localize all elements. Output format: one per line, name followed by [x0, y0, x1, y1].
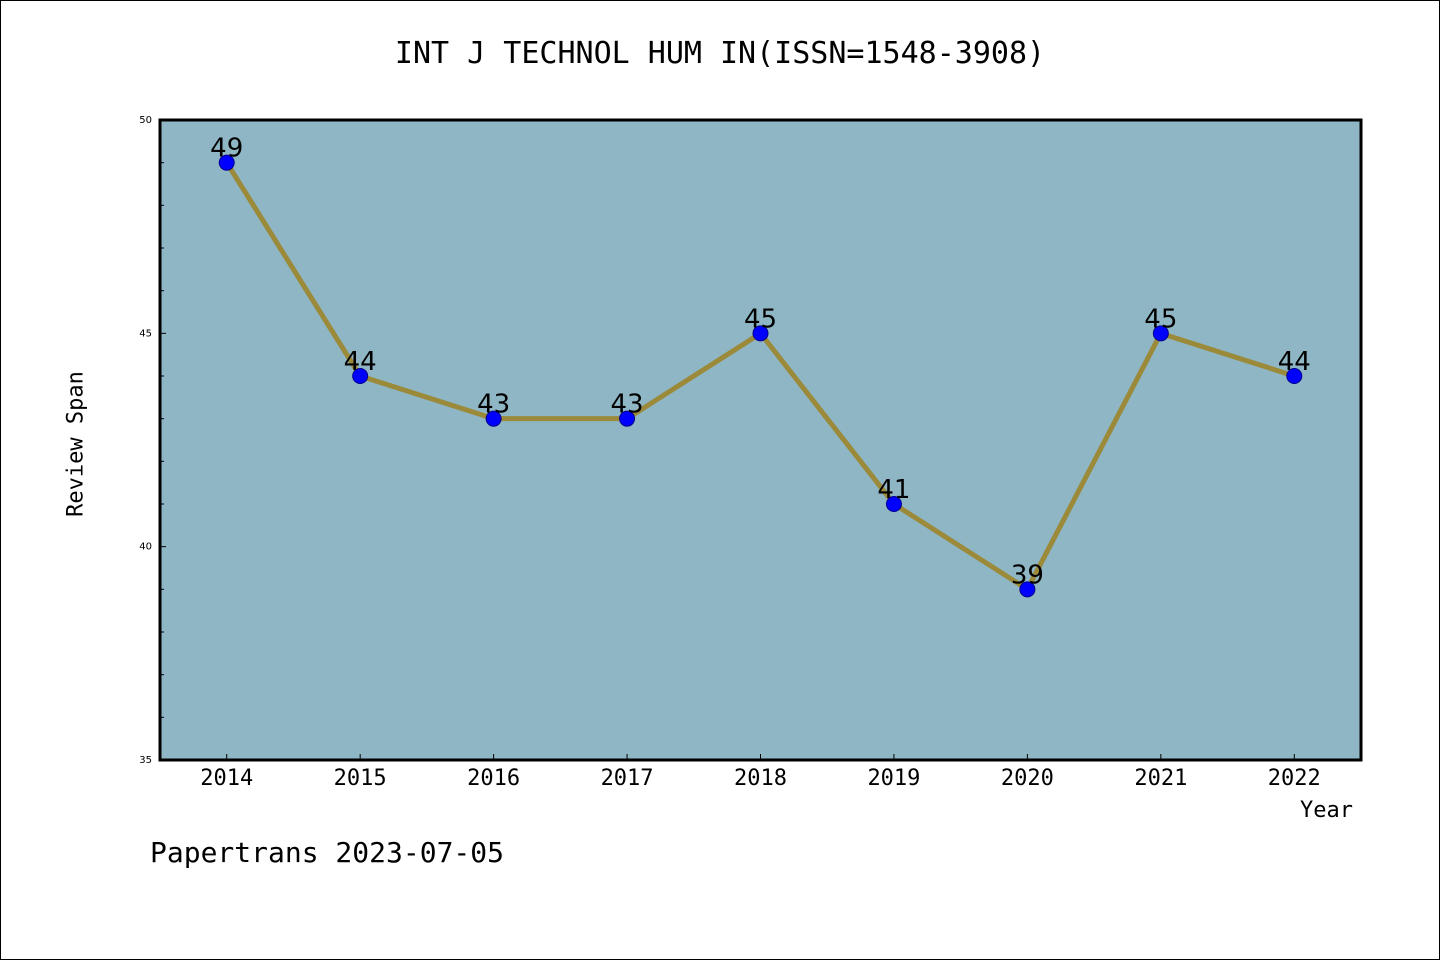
plot-area — [160, 120, 1361, 760]
data-label: 43 — [611, 390, 644, 420]
y-tick-label: 40 — [139, 542, 152, 553]
x-tick-label: 2019 — [867, 766, 920, 791]
x-axis: 2014 2015 2016 2017 2018 2019 2020 2021 2022 — [200, 754, 1321, 791]
data-point — [885, 496, 902, 512]
data-point — [218, 154, 235, 171]
data-label: 41 — [877, 475, 910, 505]
x-tick-label: 2022 — [1268, 766, 1321, 791]
y-tick-label: 50 — [139, 115, 152, 126]
data-label: 43 — [477, 390, 510, 420]
data-point — [1286, 368, 1303, 384]
data-label: 39 — [1011, 560, 1044, 590]
data-point — [485, 410, 502, 427]
x-tick-label: 2016 — [467, 766, 520, 791]
footer-credit: Papertrans 2023-07-05 — [150, 836, 505, 869]
data-point — [1019, 581, 1036, 598]
y-tick-label: 45 — [139, 328, 152, 339]
data-label: 45 — [1144, 304, 1177, 334]
data-label: 44 — [344, 347, 377, 377]
y-tick-label: 35 — [139, 755, 152, 766]
series-layer: 49 44 43 43 45 41 39 45 44 — [210, 134, 1311, 598]
data-point — [619, 410, 636, 427]
x-tick-label: 2021 — [1134, 766, 1187, 791]
x-axis-label: Year — [1300, 798, 1353, 823]
data-label: 49 — [210, 134, 243, 164]
x-tick-label: 2014 — [200, 766, 253, 791]
x-tick-label: 2015 — [334, 766, 387, 791]
data-label: 44 — [1278, 347, 1311, 377]
data-point — [1152, 325, 1169, 342]
y-axis-label: Review Span — [63, 371, 89, 517]
x-tick-label: 2017 — [601, 766, 654, 791]
chart-title: INT J TECHNOL HUM IN(ISSN=1548-3908) — [394, 36, 1046, 71]
x-tick-label: 2018 — [734, 766, 787, 791]
data-point — [352, 368, 369, 384]
plot-border — [158, 118, 1363, 762]
x-tick-label: 2020 — [1001, 766, 1054, 791]
data-label: 45 — [744, 304, 777, 334]
data-point — [752, 325, 769, 342]
